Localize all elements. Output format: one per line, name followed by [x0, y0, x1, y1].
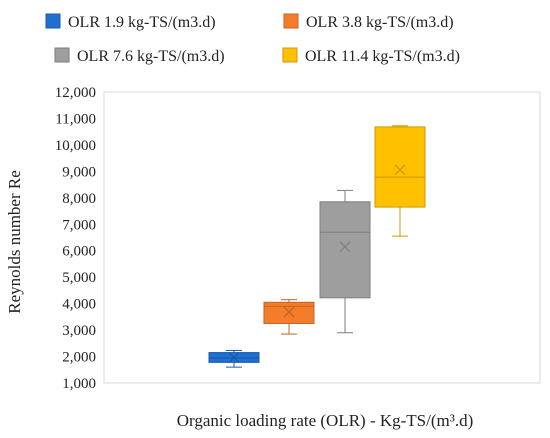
y-tick-label: 12,000 — [55, 85, 96, 101]
box-2 — [263, 299, 315, 335]
mean-marker-b — [394, 164, 406, 176]
x-axis-title: Organic loading rate (OLR) - Kg-TS/(m³.d… — [177, 411, 474, 430]
y-tick-label: 6,000 — [62, 244, 96, 260]
y-tick-label: 3,000 — [62, 323, 96, 339]
legend-label: OLR 7.6 kg-TS/(m3.d) — [77, 48, 225, 65]
y-axis-title: Reynolds number Re — [5, 170, 24, 314]
box-1 — [208, 349, 260, 368]
y-tick-label: 11,000 — [55, 111, 96, 127]
y-tick-label: 7,000 — [62, 217, 96, 233]
legend-item-1: OLR 1.9 kg-TS/(m3.d) — [45, 13, 216, 31]
y-tick-label: 1,000 — [62, 376, 96, 392]
legend-swatch — [282, 47, 298, 63]
iqr-box — [319, 201, 371, 299]
plot-frame — [103, 91, 541, 384]
legend-item-2: OLR 3.8 kg-TS/(m3.d) — [283, 13, 454, 31]
y-tick-label: 9,000 — [62, 164, 96, 180]
mean-marker-b — [339, 241, 351, 253]
plot-area: 1,000 2,000 3,000 4,000 5,000 6,000 7,000 8,000… — [55, 85, 541, 392]
y-tick-label: 5,000 — [62, 270, 96, 286]
y-tick-label: 8,000 — [62, 191, 96, 207]
legend-swatch — [283, 13, 299, 29]
box-4 — [374, 125, 426, 237]
box-3 — [319, 189, 371, 334]
legend-label: OLR 1.9 kg-TS/(m3.d) — [68, 14, 216, 31]
legend-swatch — [54, 47, 70, 63]
y-tick-label: 2,000 — [62, 350, 96, 366]
legend-item-3: OLR 7.6 kg-TS/(m3.d) — [54, 47, 225, 65]
iqr-box — [374, 126, 426, 208]
legend-label: OLR 11.4 kg-TS/(m3.d) — [305, 48, 460, 65]
legend-swatch — [45, 13, 61, 29]
legend-item-4: OLR 11.4 kg-TS/(m3.d) — [282, 47, 460, 65]
y-tick-label: 10,000 — [55, 138, 96, 154]
legend: OLR 1.9 kg-TS/(m3.d) OLR 3.8 kg-TS/(m3.d)… — [45, 13, 460, 65]
y-tick-label: 4,000 — [62, 297, 96, 313]
mean-marker-b — [283, 306, 295, 318]
mean-marker-b — [228, 352, 240, 364]
legend-label: OLR 3.8 kg-TS/(m3.d) — [306, 14, 454, 31]
